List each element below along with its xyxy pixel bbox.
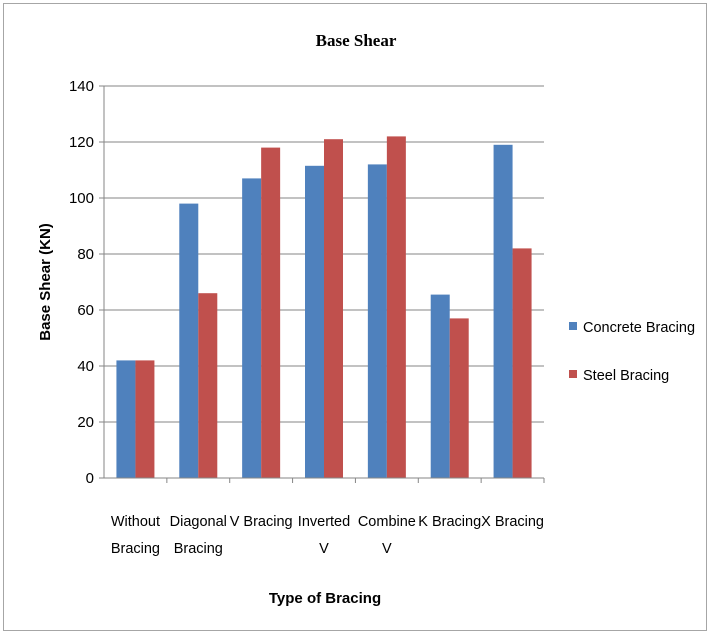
legend-swatch [569, 370, 577, 378]
bar-steel-bracing [449, 318, 469, 478]
legend: Concrete Bracing Steel Bracing [569, 320, 695, 384]
bar-concrete-bracing [493, 144, 513, 479]
bar-concrete-bracing [116, 360, 136, 478]
y-axis-ticks: 0 20 40 60 80 100 120 140 [69, 78, 104, 487]
y-tick-label: 0 [86, 470, 94, 487]
x-axis-label: Type of Bracing [269, 590, 381, 607]
bar-concrete-bracing [305, 165, 324, 479]
y-tick-label: 140 [69, 78, 94, 95]
y-tick-label: 40 [77, 358, 94, 375]
legend-swatch [569, 322, 577, 330]
bar-steel-bracing [512, 248, 532, 478]
y-tick-label: 100 [69, 190, 94, 207]
x-axis-categories: Without Bracing Diagonal Bracing V Bracing In… [111, 478, 545, 557]
legend-label: Concrete Bracing [583, 320, 695, 336]
legend-label: Steel Bracing [583, 368, 669, 384]
x-tick-label: Inverted [298, 514, 350, 530]
x-tick-label: Combine [358, 514, 416, 530]
bar-concrete-bracing [242, 178, 262, 478]
x-tick-label: V Bracing [230, 514, 293, 530]
x-tick-label: Bracing [111, 541, 160, 557]
bar-concrete-bracing [179, 203, 199, 478]
x-tick-label: V [382, 541, 392, 557]
bar-concrete-bracing [430, 294, 450, 478]
y-axis-label: Base Shear (KN) [37, 223, 54, 341]
x-tick-label: V [319, 541, 329, 557]
chart-frame [3, 3, 707, 631]
y-tick-label: 120 [69, 134, 94, 151]
bars [116, 136, 532, 479]
bar-steel-bracing [135, 360, 155, 478]
chart-title: Base Shear [316, 31, 397, 50]
x-tick-label: Bracing [174, 541, 223, 557]
bar-steel-bracing [386, 136, 406, 478]
x-tick-label: X Bracing [481, 514, 544, 530]
bar-steel-bracing [324, 139, 343, 478]
bar-steel-bracing [261, 147, 281, 478]
y-tick-label: 80 [77, 246, 94, 263]
y-tick-label: 60 [77, 302, 94, 319]
x-tick-label: Diagonal [170, 514, 227, 530]
x-tick-label: Without [111, 514, 160, 530]
y-tick-label: 20 [77, 414, 94, 431]
bar-concrete-bracing [367, 164, 387, 478]
bar-steel-bracing [198, 293, 218, 478]
x-tick-label: K Bracing [418, 514, 481, 530]
